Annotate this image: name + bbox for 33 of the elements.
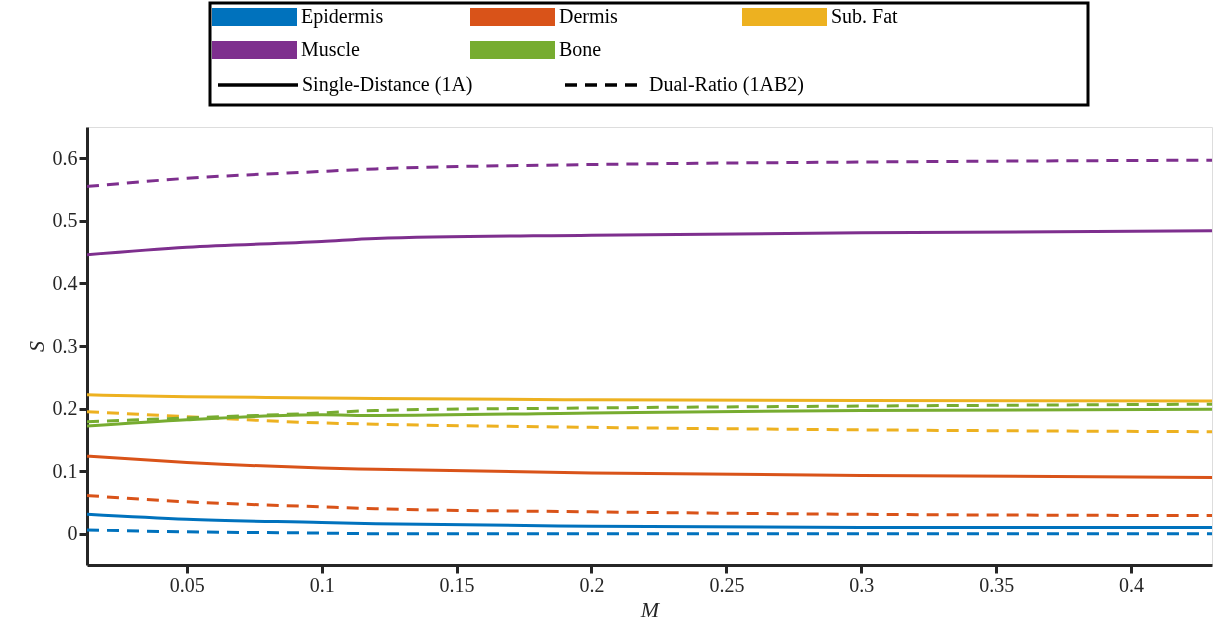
y-axis-title: S — [23, 341, 49, 352]
y-tick-label: 0.6 — [52, 146, 78, 169]
legend-label: Sub. Fat — [831, 5, 899, 27]
y-tick-label: 0.4 — [52, 271, 78, 294]
y-tick-label: 0.1 — [52, 459, 78, 482]
y-tick-label: 0 — [67, 522, 78, 545]
x-tick-label: 0.35 — [979, 573, 1015, 596]
x-tick-label: 0.4 — [1119, 573, 1145, 596]
line-series — [87, 454, 1212, 479]
line-series — [87, 494, 1212, 518]
y-tick-label: 0.5 — [52, 209, 78, 232]
line-series — [87, 402, 1212, 424]
line-series — [87, 512, 1212, 529]
text: Dual-Ratio (1AB2) — [649, 73, 804, 96]
line-series — [87, 393, 1212, 403]
line-series — [87, 158, 1212, 188]
legend-label: Dermis — [559, 5, 619, 27]
legend-label: Epidermis — [301, 5, 384, 28]
text: Single-Distance (1A) — [302, 73, 473, 96]
x-tick-label: 0.05 — [169, 573, 205, 596]
y-tick-label: 0.2 — [52, 397, 78, 420]
line-series — [87, 229, 1212, 257]
x-tick-label: 0.3 — [849, 573, 875, 596]
y-tick-label: 0.3 — [52, 334, 78, 357]
x-axis-title: M — [639, 596, 661, 622]
x-tick-label: 0.2 — [579, 573, 605, 596]
line-series — [87, 407, 1212, 428]
x-tick-label: 0.15 — [439, 573, 475, 596]
legend-label: Bone — [559, 38, 602, 60]
legend-label: Muscle — [301, 38, 360, 60]
x-tick-label: 0.25 — [709, 573, 745, 596]
line-series — [87, 410, 1212, 434]
x-tick-label: 0.1 — [309, 573, 335, 596]
